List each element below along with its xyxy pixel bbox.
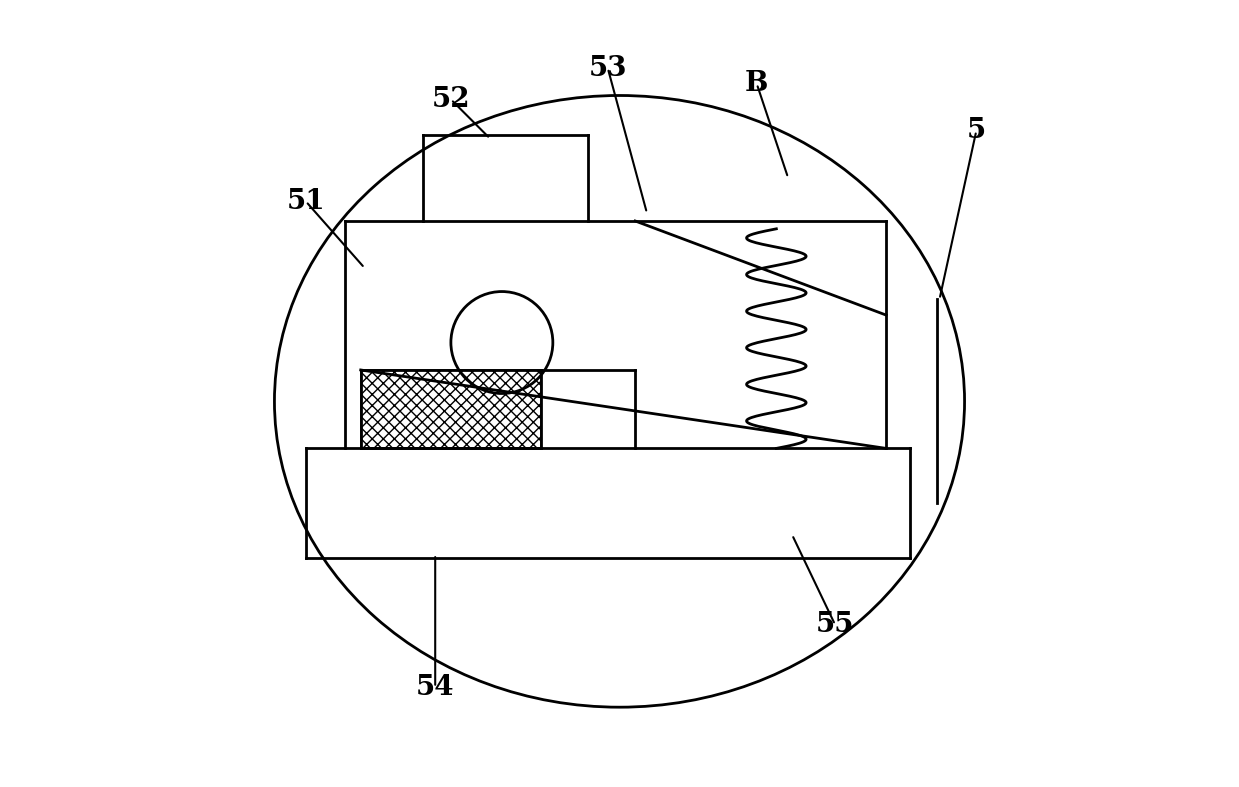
Text: 5: 5	[966, 117, 986, 144]
Text: B: B	[745, 70, 768, 98]
Bar	[361, 370, 541, 449]
Text: 51: 51	[286, 188, 325, 215]
Text: 52: 52	[431, 86, 471, 113]
Text: 55: 55	[817, 611, 855, 638]
Text: 53: 53	[589, 54, 627, 82]
Text: 54: 54	[416, 674, 455, 701]
